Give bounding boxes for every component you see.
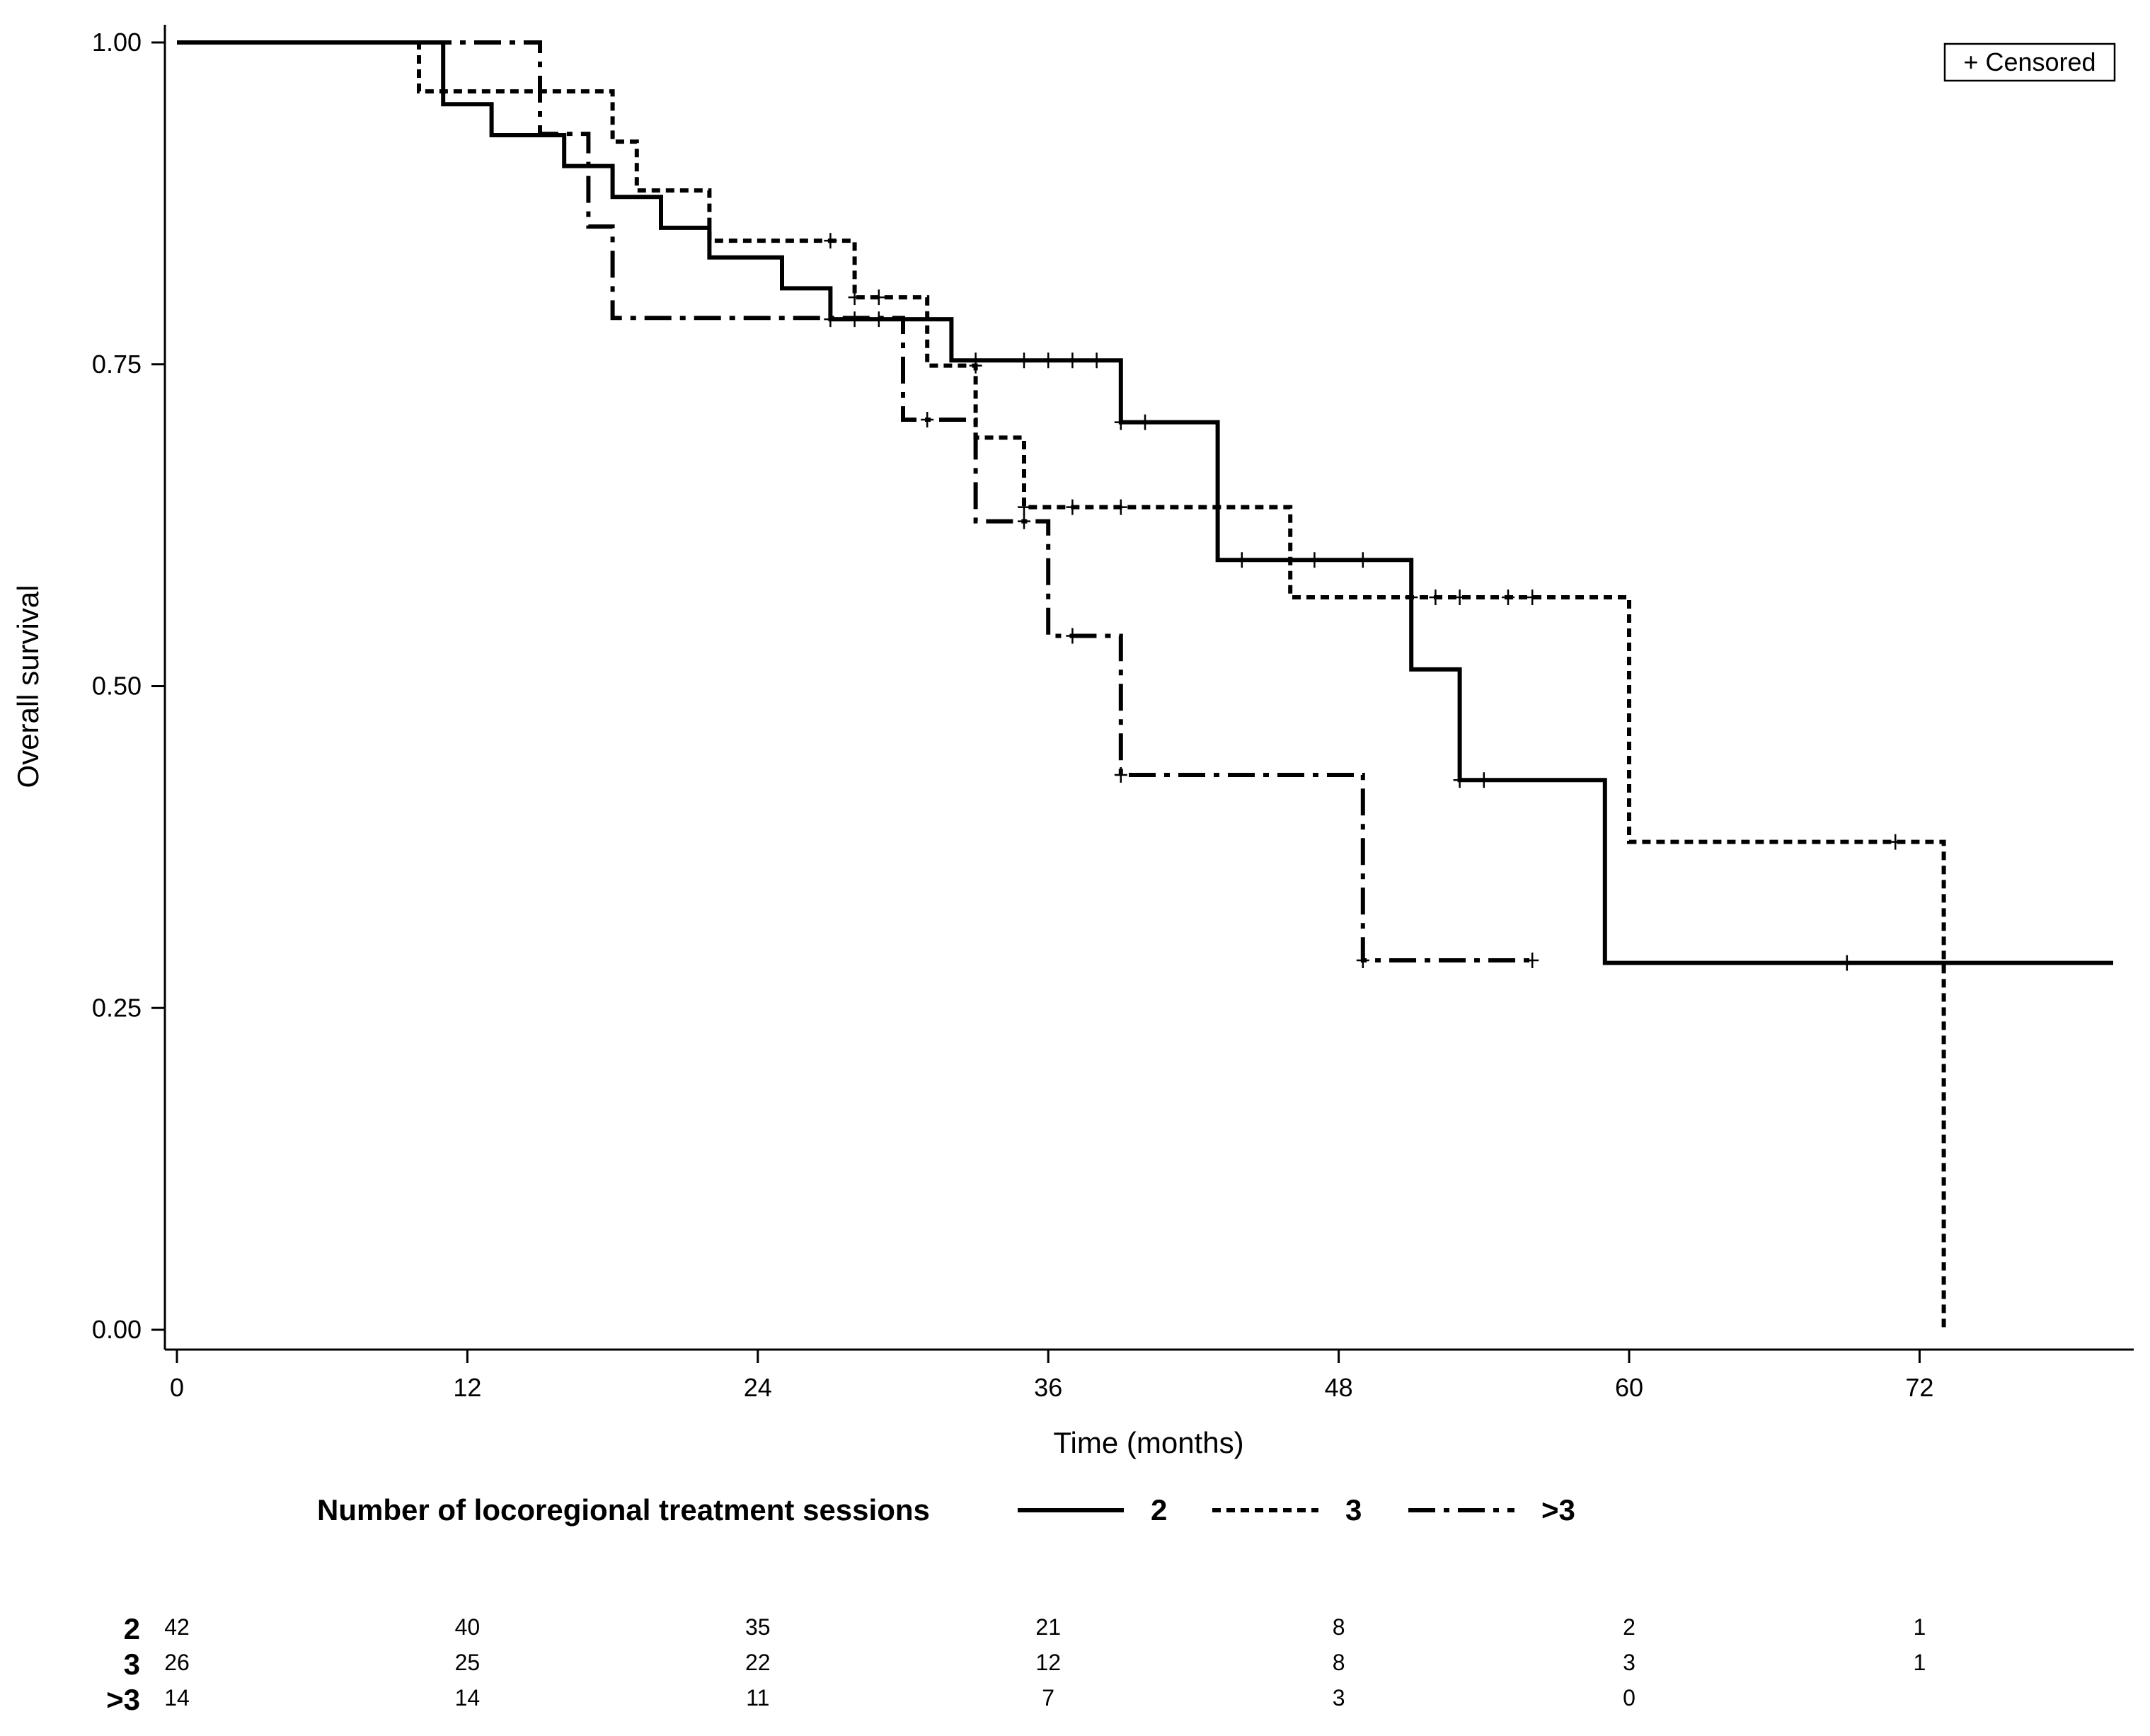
censor-mark bbox=[848, 289, 861, 306]
risk-value: 35 bbox=[745, 1614, 771, 1640]
censor-mark bbox=[1889, 834, 1902, 850]
series-1-curve bbox=[177, 40, 2113, 965]
censor-mark bbox=[1090, 352, 1103, 369]
censor-mark bbox=[1453, 589, 1466, 605]
y-tick-label: 0.25 bbox=[92, 993, 142, 1022]
risk-value: 42 bbox=[164, 1614, 190, 1640]
censor-mark bbox=[1405, 589, 1418, 605]
censor-marks bbox=[824, 233, 1902, 971]
y-tick-label: 1.00 bbox=[92, 28, 142, 57]
x-tick-label: 72 bbox=[1905, 1373, 1933, 1402]
risk-value: 26 bbox=[164, 1650, 190, 1675]
censor-mark bbox=[1526, 589, 1539, 605]
censor-mark bbox=[824, 233, 837, 249]
y-ticks: 0.00 0.25 0.50 0.75 1.00 bbox=[92, 28, 165, 1344]
risk-value: 8 bbox=[1333, 1650, 1345, 1675]
risk-group-label: >3 bbox=[106, 1683, 140, 1716]
x-ticks: 0 12 24 36 48 60 72 bbox=[170, 1350, 1933, 1402]
censor-mark bbox=[1356, 552, 1369, 568]
x-tick-label: 12 bbox=[453, 1373, 481, 1402]
risk-value: 2 bbox=[1623, 1614, 1636, 1640]
risk-value: 14 bbox=[164, 1685, 190, 1711]
censor-mark bbox=[1018, 499, 1030, 515]
censored-legend-box bbox=[1943, 42, 2116, 82]
risk-value: 3 bbox=[1623, 1650, 1636, 1675]
y-tick-label: 0.50 bbox=[92, 672, 142, 701]
censor-mark bbox=[1356, 952, 1369, 968]
censor-mark bbox=[872, 311, 885, 328]
risk-value: 40 bbox=[455, 1614, 481, 1640]
censor-mark bbox=[1042, 352, 1055, 369]
censor-mark bbox=[1840, 955, 1853, 971]
series-legend: Number of locoregional treatment session… bbox=[317, 1493, 1575, 1527]
x-tick-label: 48 bbox=[1325, 1373, 1353, 1402]
censor-mark bbox=[1066, 628, 1079, 644]
censor-mark bbox=[969, 357, 982, 374]
censor-mark bbox=[1066, 352, 1079, 369]
x-axis-label: Time (months) bbox=[1053, 1426, 1243, 1459]
censor-mark bbox=[824, 311, 837, 328]
legend-label: 3 bbox=[1345, 1493, 1362, 1527]
y-axis-label: Overall survival bbox=[11, 585, 45, 788]
censored-legend-label: + Censored bbox=[1963, 47, 2096, 76]
censor-mark bbox=[921, 411, 934, 427]
censored-legend: + Censored bbox=[1943, 42, 2116, 82]
censor-mark bbox=[1502, 589, 1514, 605]
risk-value: 3 bbox=[1333, 1685, 1345, 1711]
risk-group-label: 3 bbox=[124, 1648, 140, 1681]
risk-value: 12 bbox=[1035, 1650, 1061, 1675]
risk-table: 2 42 40 35 21 8 2 13 26 25 22 12 8 3 1>3 14 14 11 7 3 0 bbox=[106, 1612, 1926, 1716]
legend-label: 2 bbox=[1151, 1493, 1167, 1527]
series-2-curve bbox=[177, 40, 1946, 1330]
risk-value: 7 bbox=[1042, 1685, 1054, 1711]
legend-label: >3 bbox=[1541, 1493, 1575, 1527]
x-tick-label: 36 bbox=[1034, 1373, 1062, 1402]
y-tick-label: 0.00 bbox=[92, 1315, 142, 1344]
censor-mark bbox=[1429, 589, 1442, 605]
risk-value: 0 bbox=[1623, 1685, 1636, 1711]
x-tick-label: 0 bbox=[170, 1373, 184, 1402]
risk-value: 22 bbox=[745, 1650, 771, 1675]
y-tick-label: 0.75 bbox=[92, 350, 142, 379]
series-3-curve bbox=[177, 40, 1533, 962]
risk-value: 8 bbox=[1333, 1614, 1345, 1640]
censor-mark bbox=[1453, 772, 1466, 788]
censor-mark bbox=[1308, 552, 1321, 568]
censor-mark bbox=[1114, 767, 1127, 783]
censor-mark bbox=[1066, 499, 1079, 515]
x-tick-label: 60 bbox=[1615, 1373, 1643, 1402]
risk-value: 11 bbox=[746, 1685, 769, 1711]
risk-value: 14 bbox=[455, 1685, 481, 1711]
censor-mark bbox=[848, 311, 861, 328]
risk-group-label: 2 bbox=[124, 1612, 140, 1645]
x-tick-label: 24 bbox=[744, 1373, 772, 1402]
risk-value: 25 bbox=[455, 1650, 481, 1675]
risk-value: 1 bbox=[1914, 1614, 1926, 1640]
censor-mark bbox=[872, 289, 885, 306]
censor-mark bbox=[1018, 513, 1030, 529]
censor-mark bbox=[1114, 499, 1127, 515]
risk-value: 1 bbox=[1914, 1650, 1926, 1675]
censor-mark bbox=[1235, 552, 1248, 568]
censor-mark bbox=[1139, 414, 1151, 430]
censor-mark bbox=[1526, 952, 1539, 968]
risk-value: 21 bbox=[1035, 1614, 1061, 1640]
censor-mark bbox=[1018, 352, 1030, 369]
survival-curves bbox=[177, 40, 2113, 1330]
legend-title: Number of locoregional treatment session… bbox=[317, 1493, 930, 1527]
censor-mark bbox=[1477, 772, 1490, 788]
censor-mark bbox=[1114, 414, 1127, 430]
